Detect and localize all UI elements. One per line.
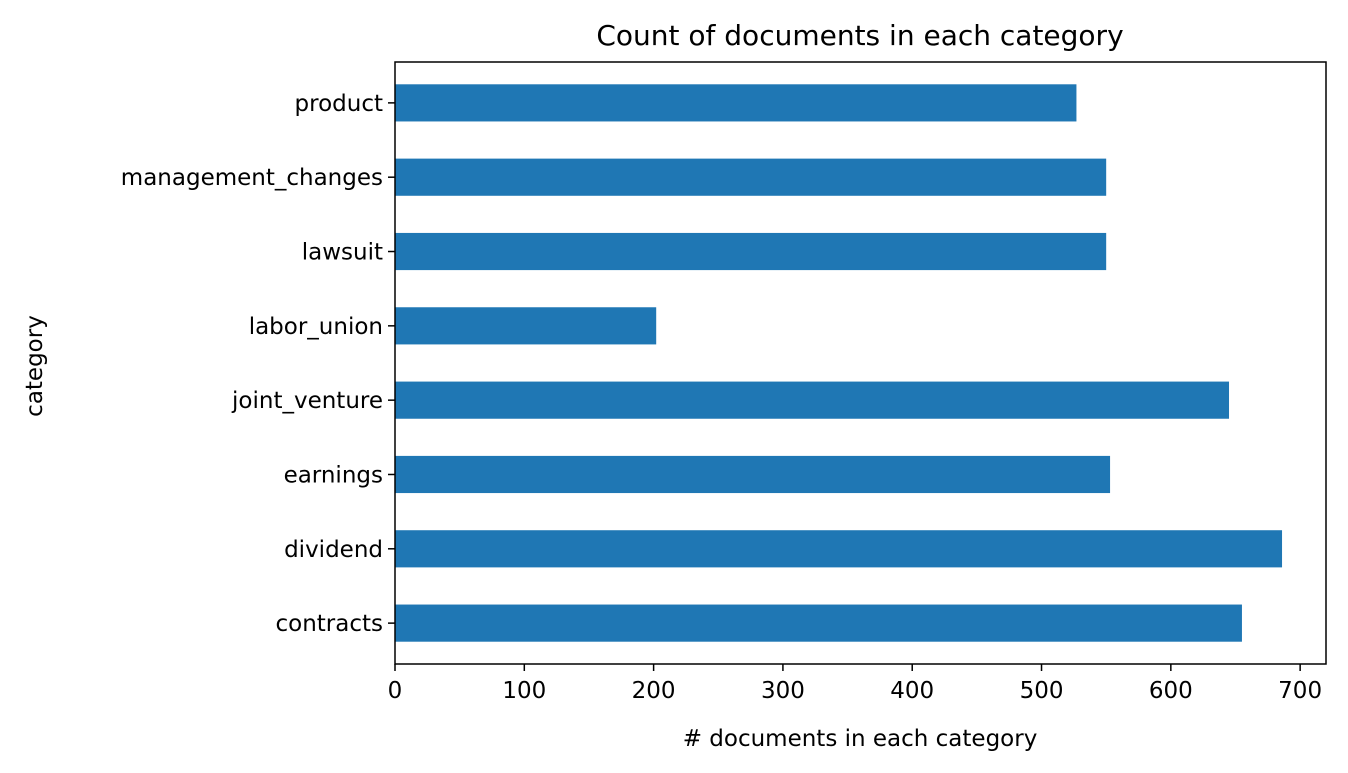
y-axis-ticks: contracts dividend earnings joint_venture la… bbox=[121, 91, 395, 637]
bar-management_changes bbox=[395, 158, 1107, 196]
bar-lawsuit bbox=[395, 232, 1107, 271]
x-tick-label: 600 bbox=[1149, 678, 1193, 704]
y-tick-label: contracts bbox=[275, 611, 383, 637]
y-axis-label: category bbox=[22, 315, 48, 417]
y-tick-label: management_changes bbox=[121, 165, 383, 191]
y-tick-label: dividend bbox=[284, 537, 383, 563]
chart-title: Count of documents in each category bbox=[596, 19, 1123, 52]
y-tick-label: earnings bbox=[284, 462, 383, 488]
bar-joint_venture bbox=[395, 381, 1230, 419]
bar-dividend bbox=[395, 530, 1283, 568]
x-axis-ticks: 0 100 200 300 400 500 600 700 bbox=[388, 664, 1322, 704]
y-tick-label: product bbox=[295, 91, 383, 117]
bar-contracts bbox=[395, 604, 1242, 642]
bar-earnings bbox=[395, 455, 1111, 494]
x-tick-label: 100 bbox=[502, 678, 546, 704]
x-tick-label: 500 bbox=[1020, 678, 1064, 704]
x-tick-label: 700 bbox=[1278, 678, 1322, 704]
bar-product bbox=[395, 84, 1077, 122]
bars-group bbox=[395, 84, 1283, 642]
x-tick-label: 400 bbox=[890, 678, 934, 704]
y-tick-label: lawsuit bbox=[302, 240, 383, 266]
plot-frame bbox=[394, 61, 1327, 665]
y-tick-label: labor_union bbox=[249, 314, 383, 340]
x-tick-label: 300 bbox=[761, 678, 805, 704]
bar-labor_union bbox=[395, 307, 657, 345]
y-tick-label: joint_venture bbox=[231, 388, 383, 414]
x-axis-label: # documents in each category bbox=[683, 726, 1038, 752]
x-tick-label: 0 bbox=[388, 678, 403, 704]
x-tick-label: 200 bbox=[632, 678, 676, 704]
